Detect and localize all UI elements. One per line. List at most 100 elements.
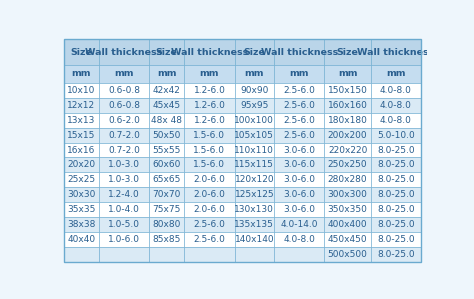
Text: 95x95: 95x95 [240, 101, 269, 110]
Text: 110x110: 110x110 [235, 146, 274, 155]
Bar [371, 158, 421, 172]
Text: 1.0-6.0: 1.0-6.0 [108, 235, 140, 244]
Text: 150x150: 150x150 [328, 86, 367, 95]
Text: 160x160: 160x160 [328, 101, 367, 110]
Bar [99, 217, 149, 232]
Text: 2.5-6.0: 2.5-6.0 [283, 86, 315, 95]
Bar [184, 98, 235, 113]
Bar [64, 143, 99, 158]
Text: mm: mm [338, 69, 357, 79]
Bar [99, 232, 149, 247]
Text: 70x70: 70x70 [153, 190, 181, 199]
Bar [235, 187, 274, 202]
Text: 1.0-5.0: 1.0-5.0 [108, 220, 140, 229]
Bar [184, 202, 235, 217]
Bar [274, 202, 325, 217]
Text: 3.0-6.0: 3.0-6.0 [283, 175, 315, 184]
Bar [64, 39, 99, 65]
Bar [325, 247, 371, 262]
Text: Wall thickness: Wall thickness [85, 48, 163, 57]
Text: mm: mm [386, 69, 406, 79]
Bar [149, 247, 184, 262]
Text: 75x75: 75x75 [153, 205, 181, 214]
Text: Wall thickness: Wall thickness [261, 48, 338, 57]
Text: 8.0-25.0: 8.0-25.0 [377, 160, 415, 169]
Bar [184, 158, 235, 172]
Text: 1.0-3.0: 1.0-3.0 [108, 175, 140, 184]
Text: 100x100: 100x100 [235, 116, 274, 125]
Text: 4.0-8.0: 4.0-8.0 [380, 101, 412, 110]
Bar [149, 143, 184, 158]
Text: mm: mm [114, 69, 134, 79]
Bar [184, 65, 235, 83]
Bar [371, 83, 421, 98]
Text: 1.2-6.0: 1.2-6.0 [193, 116, 226, 125]
Bar [99, 143, 149, 158]
Text: 2.0-6.0: 2.0-6.0 [193, 175, 226, 184]
Text: 2.0-6.0: 2.0-6.0 [193, 205, 226, 214]
Bar [99, 39, 149, 65]
Bar [149, 187, 184, 202]
Text: 55x55: 55x55 [153, 146, 181, 155]
Bar [325, 187, 371, 202]
Bar [184, 83, 235, 98]
Bar [64, 232, 99, 247]
Text: 2.5-6.0: 2.5-6.0 [283, 131, 315, 140]
Text: 35x35: 35x35 [67, 205, 95, 214]
Bar [274, 83, 325, 98]
Bar [325, 128, 371, 143]
Text: 20x20: 20x20 [67, 160, 95, 169]
Bar [325, 202, 371, 217]
Text: 130x130: 130x130 [235, 205, 274, 214]
Text: 0.7-2.0: 0.7-2.0 [108, 146, 140, 155]
Text: 12x12: 12x12 [67, 101, 95, 110]
Text: 3.0-6.0: 3.0-6.0 [283, 190, 315, 199]
Bar [371, 98, 421, 113]
Text: 8.0-25.0: 8.0-25.0 [377, 250, 415, 259]
Text: 500x500: 500x500 [328, 250, 367, 259]
Text: 85x85: 85x85 [153, 235, 181, 244]
Text: 0.6-0.8: 0.6-0.8 [108, 101, 140, 110]
Text: 450x450: 450x450 [328, 235, 367, 244]
Bar [184, 128, 235, 143]
Text: 38x38: 38x38 [67, 220, 95, 229]
Bar [149, 128, 184, 143]
Bar [149, 232, 184, 247]
Text: Size: Size [337, 48, 358, 57]
Text: 180x180: 180x180 [328, 116, 367, 125]
Bar [274, 65, 325, 83]
Text: 16x16: 16x16 [67, 146, 95, 155]
Text: 3.0-6.0: 3.0-6.0 [283, 146, 315, 155]
Text: 0.6-0.8: 0.6-0.8 [108, 86, 140, 95]
Bar [371, 143, 421, 158]
Text: 8.0-25.0: 8.0-25.0 [377, 205, 415, 214]
Bar [184, 39, 235, 65]
Text: 4.0-8.0: 4.0-8.0 [283, 235, 315, 244]
Bar [184, 217, 235, 232]
Text: 1.2-4.0: 1.2-4.0 [108, 190, 140, 199]
Bar [274, 113, 325, 128]
Bar [184, 187, 235, 202]
Text: Size: Size [70, 48, 92, 57]
Text: 1.0-3.0: 1.0-3.0 [108, 160, 140, 169]
Bar [325, 83, 371, 98]
Bar [99, 158, 149, 172]
Text: 80x80: 80x80 [153, 220, 181, 229]
Text: 1.5-6.0: 1.5-6.0 [193, 160, 226, 169]
Bar [274, 172, 325, 187]
Bar [235, 39, 274, 65]
Bar [325, 217, 371, 232]
Text: 220x220: 220x220 [328, 146, 367, 155]
Text: 140x140: 140x140 [235, 235, 274, 244]
Text: mm: mm [72, 69, 91, 79]
Bar [235, 158, 274, 172]
Bar [325, 172, 371, 187]
Text: 135x135: 135x135 [235, 220, 274, 229]
Bar [184, 232, 235, 247]
Bar [371, 172, 421, 187]
Text: 40x40: 40x40 [67, 235, 95, 244]
Bar [99, 247, 149, 262]
Text: 65x65: 65x65 [153, 175, 181, 184]
Text: 280x280: 280x280 [328, 175, 367, 184]
Text: 3.0-6.0: 3.0-6.0 [283, 205, 315, 214]
